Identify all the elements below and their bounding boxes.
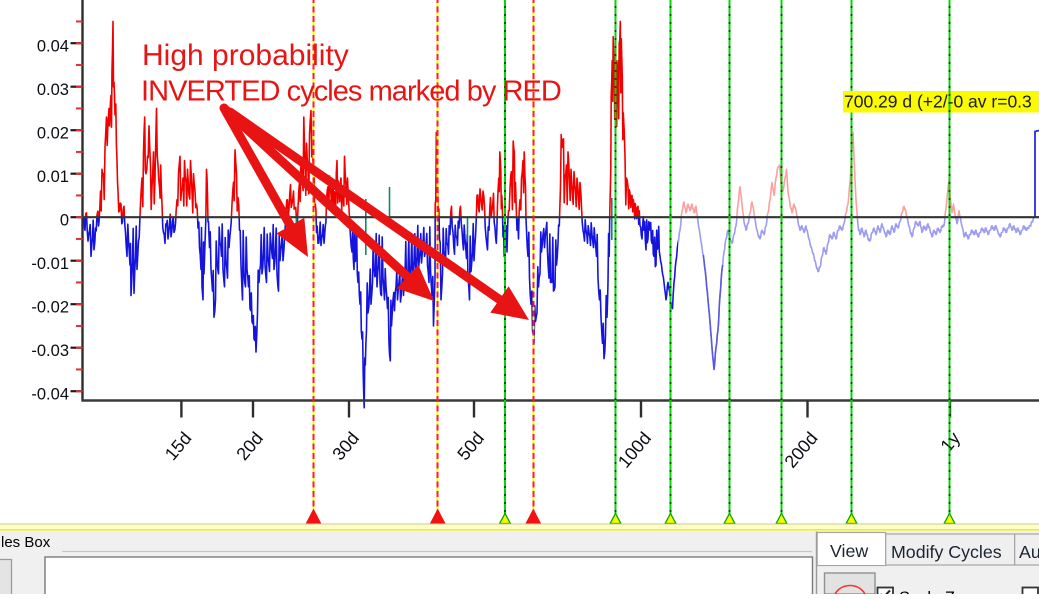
svg-text:-0.03: -0.03 <box>31 342 69 360</box>
svg-text:Au: Au <box>1019 542 1039 562</box>
svg-text:Modify Cycles: Modify Cycles <box>891 542 1002 562</box>
svg-text:700.29 d (+2/-0 av r=0.3: 700.29 d (+2/-0 av r=0.3 <box>844 92 1032 112</box>
svg-text:les Box: les Box <box>1 534 51 551</box>
svg-text:High probability: High probability <box>142 39 349 72</box>
svg-text:View: View <box>830 541 868 561</box>
svg-text:0.04: 0.04 <box>37 37 69 55</box>
svg-text:0.02: 0.02 <box>37 124 69 142</box>
svg-text:Scale Zoom: Scale Zoom <box>899 589 987 594</box>
svg-text:0.01: 0.01 <box>37 168 69 186</box>
svg-text:-0.01: -0.01 <box>31 255 69 273</box>
svg-text:INVERTED cycles marked by RED: INVERTED cycles marked by RED <box>141 76 561 108</box>
svg-text:0: 0 <box>60 211 69 229</box>
svg-text:-0.02: -0.02 <box>31 298 69 316</box>
svg-text:-0.04: -0.04 <box>31 385 69 403</box>
svg-text:0.03: 0.03 <box>37 81 69 99</box>
